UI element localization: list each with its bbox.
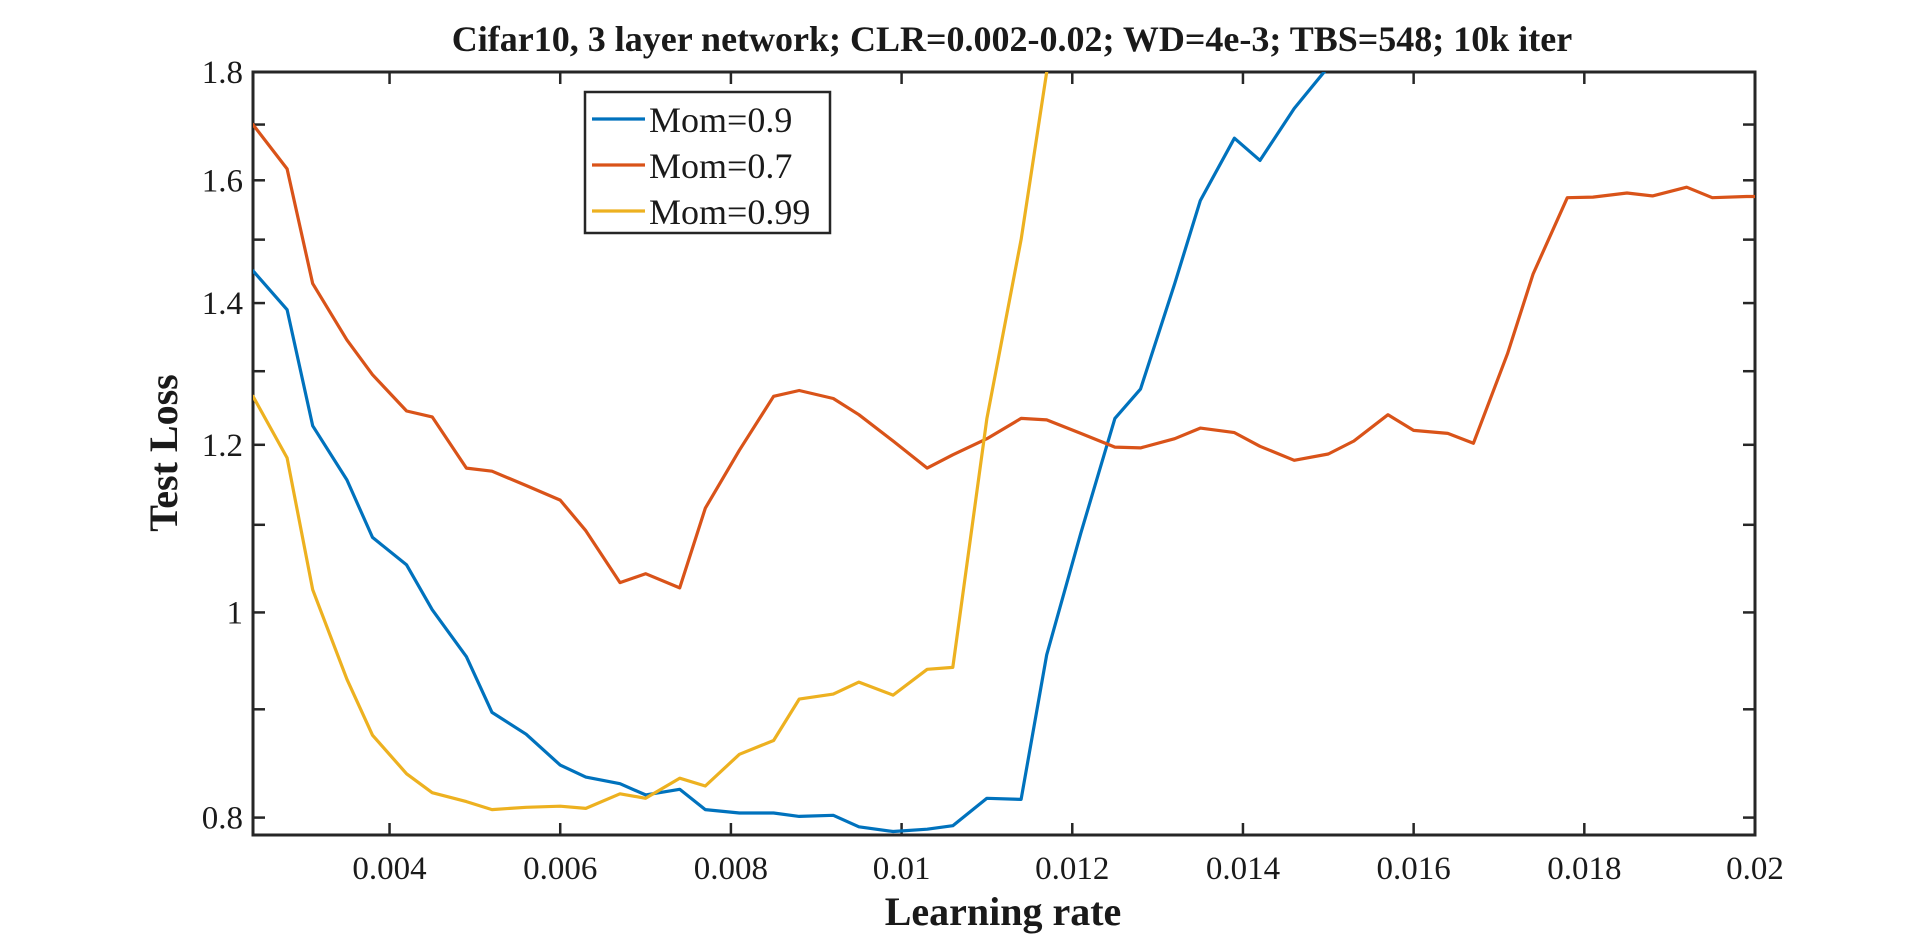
series-group (253, 72, 1755, 834)
legend: Mom=0.9 Mom=0.7 Mom=0.99 (583, 90, 832, 235)
x-tick-label: 0.02 (1726, 851, 1784, 887)
x-axis-label: Learning rate (885, 889, 1122, 934)
plot-frame (251, 70, 1757, 837)
x-tick-label: 0.016 (1377, 851, 1451, 887)
series-line-mom-0-99 (253, 72, 1049, 812)
series-line-mom-0-7 (253, 122, 1755, 590)
chart-title: Cifar10, 3 layer network; CLR=0.002-0.02… (452, 19, 1572, 59)
legend-label-mom-0-9: Mom=0.9 (649, 100, 792, 140)
legend-label-mom-0-99: Mom=0.99 (649, 192, 810, 232)
series-line-mom-0-9 (253, 72, 1327, 834)
x-tick-label: 0.01 (873, 851, 931, 887)
y-tick-label: 1.6 (202, 163, 243, 199)
x-tick-label: 0.004 (352, 851, 426, 887)
y-axis-label: Test Loss (141, 374, 186, 531)
y-tick-label: 1.8 (202, 55, 243, 91)
y-tick-label: 0.8 (202, 801, 243, 837)
x-tick-label: 0.014 (1206, 851, 1280, 887)
x-tick-label: 0.018 (1547, 851, 1621, 887)
y-tick-label: 1.4 (202, 286, 243, 322)
y-axis: 0.8 1 1.2 1.4 1.6 1.8 (202, 55, 1755, 837)
y-tick-label: 1.2 (202, 428, 243, 464)
x-tick-label: 0.008 (694, 851, 768, 887)
x-axis: 0.004 0.006 0.008 0.01 0.012 0.014 0.016 0.018 0… (352, 72, 1784, 887)
legend-label-mom-0-7: Mom=0.7 (649, 146, 792, 186)
x-tick-label: 0.012 (1035, 851, 1109, 887)
x-tick-label: 0.006 (523, 851, 597, 887)
y-tick-label: 1 (227, 595, 244, 631)
